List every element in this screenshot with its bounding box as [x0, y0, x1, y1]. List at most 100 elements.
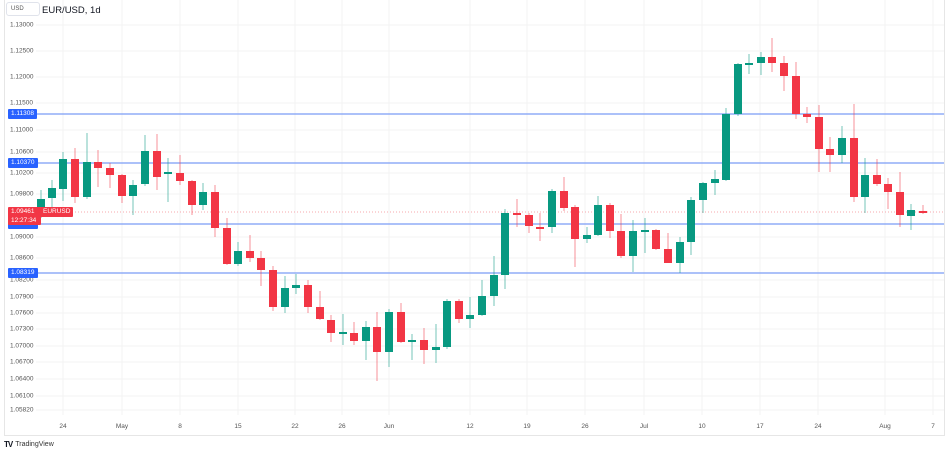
y-tick-label: 1.06700: [10, 358, 34, 366]
candle-down: [188, 181, 196, 205]
candle-down: [919, 211, 927, 213]
candle-down: [768, 57, 776, 63]
candle-down: [257, 258, 265, 270]
y-tick-label: 1.13000: [10, 21, 34, 29]
candle-up: [199, 192, 207, 205]
y-tick-label: 1.09000: [10, 233, 34, 241]
candle-up: [362, 327, 370, 341]
y-tick-label: 1.06100: [10, 392, 34, 400]
candle-up: [734, 64, 742, 114]
candle-down: [71, 159, 79, 197]
y-tick-label: 1.06400: [10, 375, 34, 383]
candle-up: [757, 57, 765, 63]
y-tick-label: 1.09800: [10, 190, 34, 198]
x-tick-label: May: [115, 423, 129, 430]
candle-up: [629, 231, 637, 256]
candle-up: [594, 205, 602, 235]
y-tick-label: 1.07900: [10, 293, 34, 301]
candle-up: [907, 210, 915, 216]
candle-down: [780, 63, 788, 76]
candle-up: [583, 235, 591, 239]
x-tick-label: Aug: [879, 423, 891, 430]
x-tick-label: 15: [234, 423, 242, 430]
candle-up: [676, 242, 684, 263]
candle-up: [838, 138, 846, 155]
y-tick-label: 1.07300: [10, 325, 34, 333]
current-price-tag: 1.09461 12:27:34: [8, 207, 41, 225]
candle-down: [176, 173, 184, 181]
candle-up: [164, 172, 172, 174]
tradingview-logo[interactable]: TV TradingView: [4, 440, 54, 449]
y-tick-label: 1.05820: [10, 406, 34, 414]
candle-up: [432, 347, 440, 350]
candle-up: [129, 185, 137, 196]
candle-up: [711, 179, 719, 183]
candle-down: [455, 301, 463, 319]
candle-up: [745, 63, 753, 65]
candle-down: [803, 114, 811, 117]
y-tick-label: 1.12000: [10, 73, 34, 81]
candle-down: [153, 151, 161, 177]
x-tick-label: Jul: [639, 423, 649, 430]
x-tick-label: 26: [338, 423, 346, 430]
candle-down: [896, 192, 904, 215]
chart-frame: [4, 0, 945, 436]
y-tick-label: 1.07600: [10, 309, 34, 317]
x-tick-label: 12: [466, 423, 474, 430]
candle-up: [466, 315, 474, 319]
candle-down: [884, 184, 892, 192]
tradingview-brand: TradingView: [15, 441, 54, 448]
candle-up: [339, 332, 347, 334]
candle-up: [443, 301, 451, 347]
level-price-tag: 1.08319: [8, 268, 38, 278]
candle-up: [699, 183, 707, 200]
candle-up: [37, 199, 45, 207]
x-tick-label: 8: [178, 423, 182, 430]
candle-up: [548, 191, 556, 227]
candle-down: [513, 213, 521, 215]
candle-down: [106, 168, 114, 175]
candle-up: [83, 162, 91, 197]
y-tick-label: 1.11000: [10, 126, 34, 134]
level-price-tag: 1.11308: [8, 109, 38, 119]
candle-down: [815, 117, 823, 149]
x-tick-label: 22: [291, 423, 299, 430]
candle-down: [617, 231, 625, 256]
x-tick-label: Jun: [383, 423, 395, 430]
y-tick-label: 1.10200: [10, 169, 34, 177]
y-tick-label: 1.08600: [10, 254, 34, 262]
candle-up: [292, 285, 300, 288]
candle-down: [118, 175, 126, 196]
candle-down: [373, 327, 381, 352]
symbol-tag: EURUSD: [40, 207, 74, 217]
candle-down: [606, 205, 614, 231]
candle-up: [408, 340, 416, 342]
candle-down: [525, 215, 533, 226]
candle-down: [536, 227, 544, 229]
candle-up: [59, 159, 67, 189]
candle-down: [327, 320, 335, 333]
level-price-tag: 1.10370: [8, 158, 38, 168]
x-tick-label: 26: [581, 423, 589, 430]
x-tick-label: 24: [814, 423, 822, 430]
candle-down: [652, 230, 660, 249]
candle-up: [385, 312, 393, 352]
x-tick-label: 7: [931, 423, 935, 430]
tradingview-logo-icon: TV: [4, 440, 13, 449]
candle-up: [281, 288, 289, 307]
candle-up: [861, 175, 869, 197]
x-tick-label: 17: [756, 423, 764, 430]
candle-up: [48, 188, 56, 198]
candle-down: [873, 175, 881, 184]
x-tick-label: 19: [523, 423, 531, 430]
y-tick-label: 1.07000: [10, 342, 34, 350]
candle-down: [397, 312, 405, 342]
y-tick-label: 1.11500: [10, 99, 34, 107]
candle-down: [420, 340, 428, 350]
candle-down: [571, 207, 579, 239]
x-tick-label: 24: [59, 423, 67, 430]
candle-down: [850, 138, 858, 197]
x-tick-label: 10: [698, 423, 706, 430]
currency-button[interactable]: USD: [6, 2, 40, 16]
